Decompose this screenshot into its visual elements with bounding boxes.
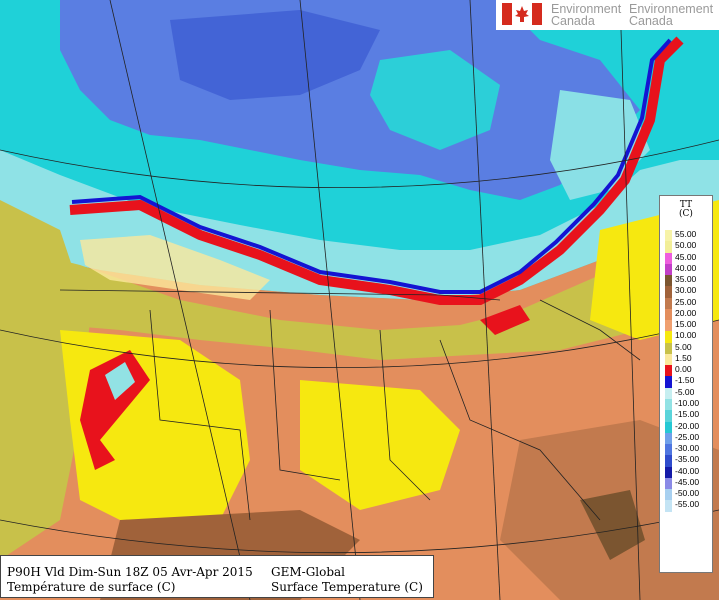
legend-swatch xyxy=(665,297,672,309)
legend-swatch xyxy=(665,241,672,253)
legend-label: -50.00 xyxy=(675,488,700,499)
legend-label: 0.00 xyxy=(675,364,692,375)
org-name-en: Environment xyxy=(551,2,622,16)
legend-swatch xyxy=(665,252,672,264)
legend-swatch xyxy=(665,455,672,467)
org-country-fr: Canada xyxy=(629,14,673,28)
legend-variable: TT xyxy=(679,200,693,210)
legend-swatch xyxy=(665,421,672,433)
legend-swatch xyxy=(665,376,672,388)
canada-flag-icon xyxy=(502,3,542,25)
plains-yellow xyxy=(300,380,460,510)
legend-label: -45.00 xyxy=(675,476,700,487)
legend-swatch xyxy=(665,275,672,287)
title-english: Surface Temperature (C) xyxy=(271,580,423,594)
bc-snow-band xyxy=(80,235,270,300)
legend-swatch xyxy=(665,342,672,354)
legend-label: 45.00 xyxy=(675,251,697,262)
legend-label: -1.50 xyxy=(675,375,695,386)
legend-label: 50.00 xyxy=(675,240,697,251)
legend-swatch xyxy=(665,489,672,501)
legend-label: -30.00 xyxy=(675,443,700,454)
legend-swatch xyxy=(665,230,672,242)
below-zero-line xyxy=(71,38,672,294)
legend-unit: (C) xyxy=(679,209,693,219)
legend-swatch xyxy=(665,398,672,411)
org-name-fr: Environnement xyxy=(629,2,714,16)
run-validity-line: P90H Vld Dim-Sun 18Z 05 Avr-Apr 2015 xyxy=(7,565,253,579)
legend-label: 15.00 xyxy=(675,319,697,330)
legend-swatch xyxy=(665,320,672,332)
legend-swatch xyxy=(665,500,672,512)
legend-label: -15.00 xyxy=(675,409,700,420)
legend-swatch xyxy=(665,286,672,298)
legend-label: 40.00 xyxy=(675,262,697,273)
environment-canada-logo: Environment Canada Environnement Canada xyxy=(496,0,719,30)
org-country-en: Canada xyxy=(551,14,595,28)
legend-swatch xyxy=(665,308,672,321)
legend-swatch xyxy=(665,477,672,490)
legend-label: 35.00 xyxy=(675,274,697,285)
color-legend: TT (C) 55.00 50.00 45.00 40.00 35.00 30.00 25.… xyxy=(659,195,713,573)
legend-label: 20.00 xyxy=(675,307,697,318)
legend-label: -10.00 xyxy=(675,397,700,408)
legend-swatch xyxy=(665,432,672,445)
legend-swatch xyxy=(665,387,672,399)
legend-label: 5.00 xyxy=(675,341,692,352)
arctic-deep-cold xyxy=(170,10,380,100)
freezing-line-west xyxy=(69,36,684,305)
great-lakes-cold xyxy=(480,305,530,335)
legend-label: -35.00 xyxy=(675,454,700,465)
mild-band xyxy=(0,230,719,360)
legend-label: 25.00 xyxy=(675,296,697,307)
legend-label: -55.00 xyxy=(675,499,700,510)
model-name: GEM-Global xyxy=(271,565,346,579)
legend-label: -40.00 xyxy=(675,465,700,476)
legend-swatch xyxy=(665,410,672,422)
legend-swatch xyxy=(665,444,672,456)
legend-label: -5.00 xyxy=(675,386,695,397)
legend-label: 1.50 xyxy=(675,352,692,363)
florida-very-hot xyxy=(580,490,645,560)
legend-swatch xyxy=(665,263,672,276)
rockies-cold-spot xyxy=(105,362,135,400)
legend-label: 10.00 xyxy=(675,330,697,341)
map-caption: P90H Vld Dim-Sun 18Z 05 Avr-Apr 2015 Tem… xyxy=(0,555,434,598)
legend-label: 30.00 xyxy=(675,285,697,296)
legend-swatch xyxy=(665,331,672,343)
legend-swatch xyxy=(665,466,672,478)
legend-label: -25.00 xyxy=(675,431,700,442)
title-french: Température de surface (C) xyxy=(7,580,176,594)
legend-swatch xyxy=(665,353,672,366)
hudson-bay-cyan xyxy=(370,50,500,150)
legend-swatch xyxy=(665,365,672,377)
legend-label: -20.00 xyxy=(675,420,700,431)
legend-label: 55.00 xyxy=(675,229,697,239)
